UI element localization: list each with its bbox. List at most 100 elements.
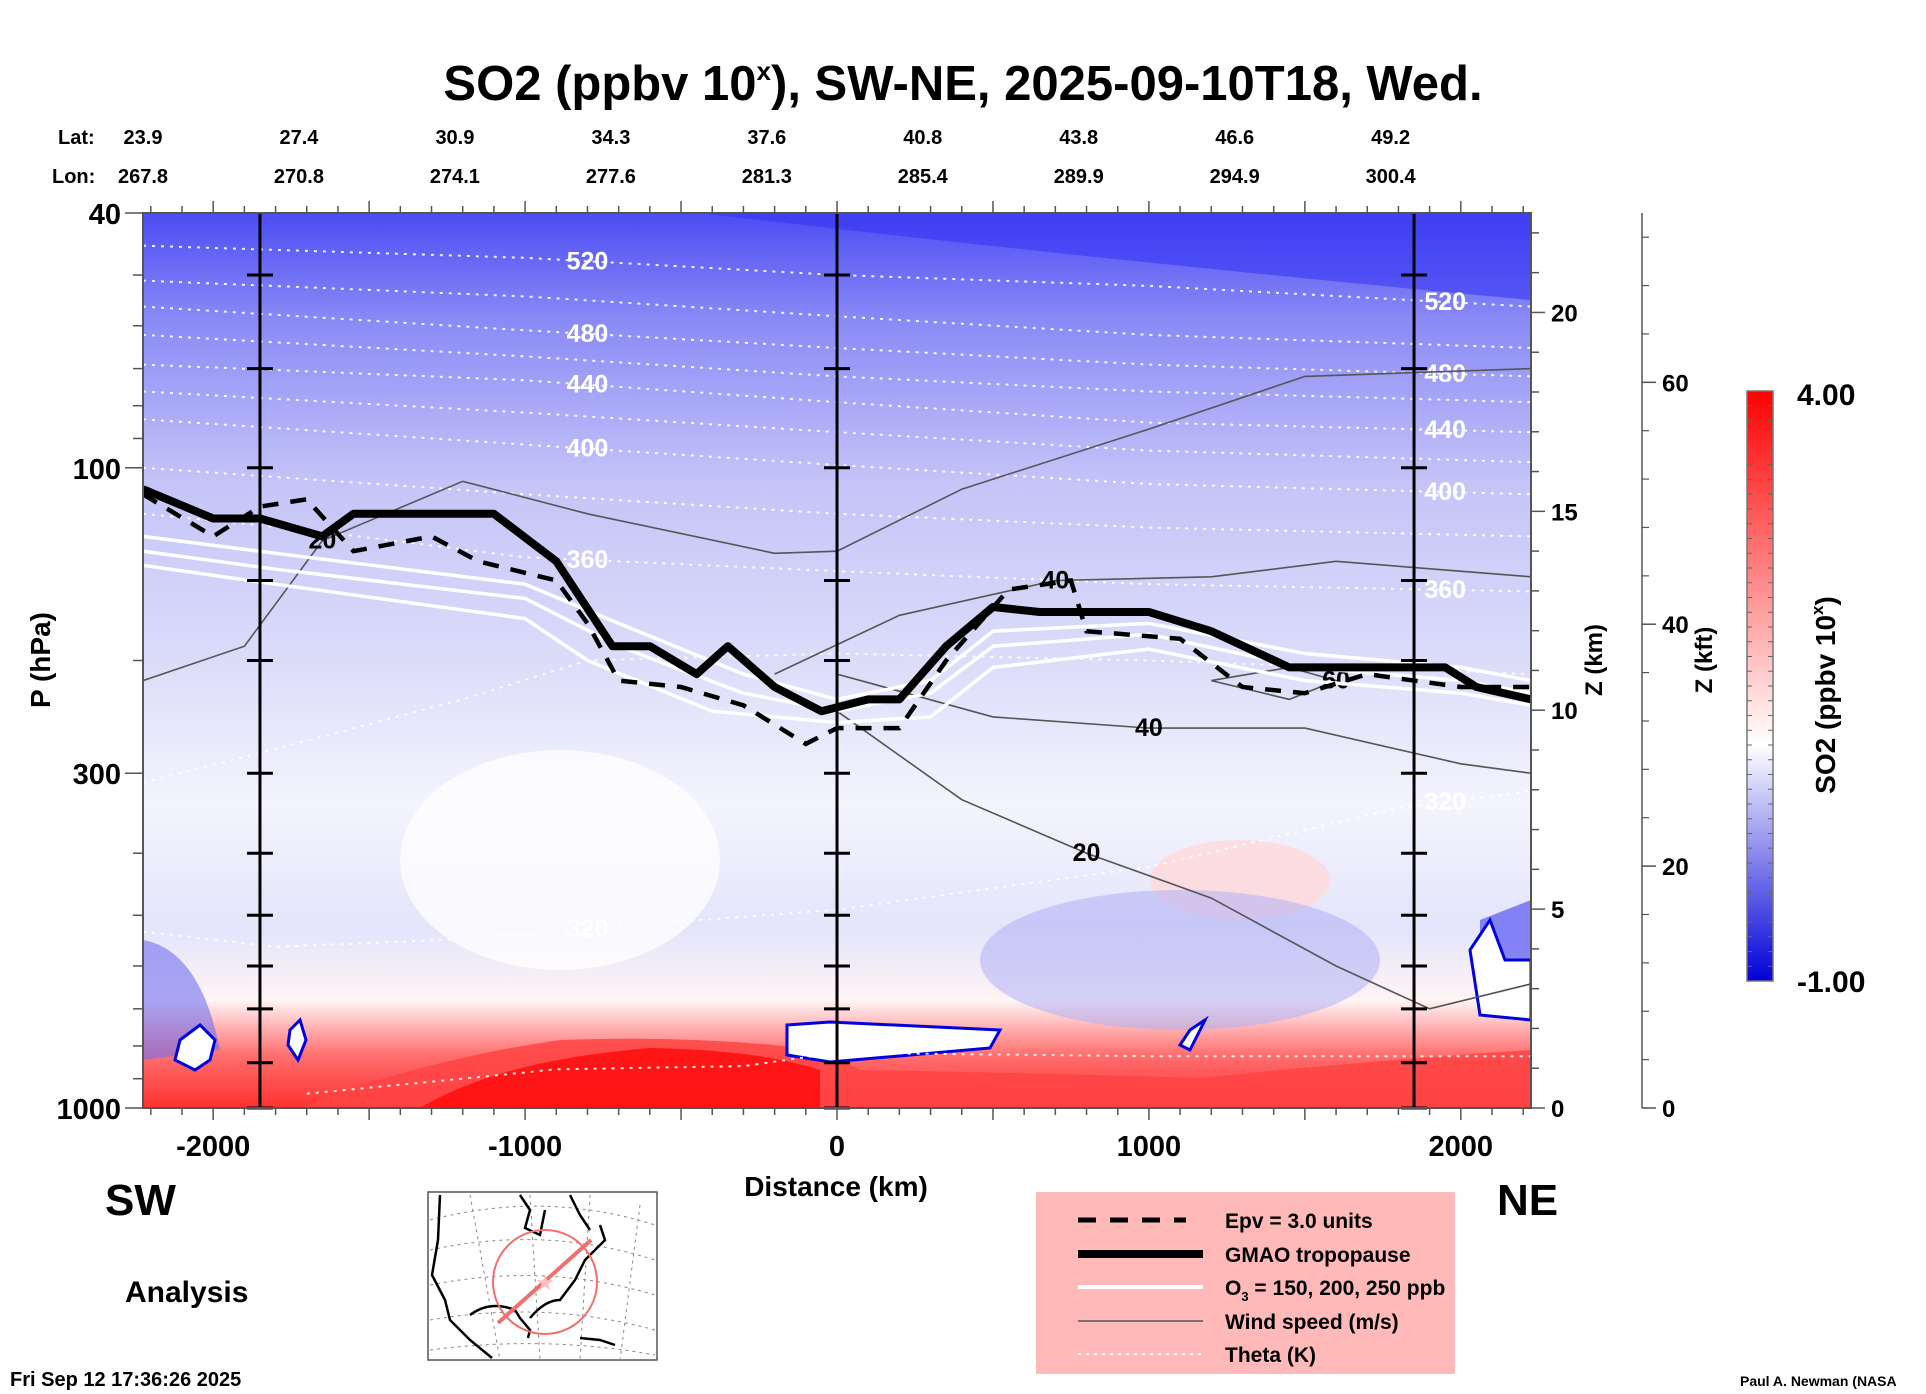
latitude-label: 34.3 (591, 127, 630, 149)
vertical-markers (246, 213, 1428, 1110)
z-kft-tick-label: 60 (1662, 370, 1689, 397)
y-tick-label: 1000 (56, 1094, 121, 1126)
longitude-label: 294.9 (1210, 166, 1260, 188)
latitude-label: 43.8 (1059, 127, 1098, 149)
x-tick-label: -2000 (176, 1131, 250, 1163)
missing-region (286, 1017, 308, 1064)
sw-direction-label: SW (105, 1176, 176, 1225)
theta-label: 440 (567, 371, 609, 399)
wind-speed-contour-40 (836, 673, 1531, 774)
inset-map: ★ (427, 1191, 658, 1361)
x-axis: -2000 -1000 0 1000 2000 (150, 201, 1524, 1163)
so2-features (143, 213, 1531, 1108)
longitude-label: 277.6 (586, 166, 636, 188)
wind-speed-label: 20 (1073, 839, 1101, 867)
latitude-label: 30.9 (435, 127, 474, 149)
theta-label: 320 (1424, 788, 1466, 816)
theta-label: 520 (1424, 288, 1466, 316)
tropopause-line (143, 485, 1531, 716)
z-kft-tick-label: 0 (1662, 1096, 1675, 1123)
lat-lon-labels: 23.9 267.8 27.4 270.8 30.9 274.1 34.3 277.6 37.6… (118, 127, 1417, 188)
so2-negative-patch (980, 890, 1380, 1030)
legend-label-epv: Epv = 3.0 units (1225, 1210, 1373, 1233)
x-axis-label: Distance (km) (744, 1171, 928, 1202)
wind-speed-label: 40 (1041, 567, 1069, 595)
theta-label: 400 (567, 435, 609, 463)
colorbar-min-label: -1.00 (1797, 966, 1865, 999)
z-km-axis-label: Z (km) (1581, 624, 1608, 696)
y-axis-z-km: 0 5 10 15 20 (1531, 232, 1578, 1123)
legend-label-tropopause: GMAO tropopause (1225, 1244, 1411, 1267)
wind-speed-contour-40 (774, 560, 1531, 675)
legend-box (1036, 1192, 1455, 1374)
inset-range-circle (492, 1229, 598, 1335)
credit-text: Paul A. Newman (NASA (1740, 1373, 1897, 1389)
theta-label: 360 (1424, 576, 1466, 604)
longitude-label: 267.8 (118, 166, 168, 188)
plot-area: 520 520 480 480 440 440 400 400 360 360 320 320 20 40… (142, 212, 1532, 1110)
z-km-tick-label: 15 (1551, 499, 1578, 526)
colorbar-max-label: 4.00 (1797, 379, 1855, 412)
y-axis-label: P (hPa) (25, 612, 56, 708)
wind-speed-label: 40 (1135, 714, 1163, 742)
missing-region (173, 1023, 217, 1072)
z-kft-tick-label: 40 (1662, 612, 1689, 639)
latitude-label: 46.6 (1215, 127, 1254, 149)
o3-contour-250 (143, 534, 1531, 702)
longitude-label: 289.9 (1054, 166, 1104, 188)
latitude-label: 37.6 (747, 127, 786, 149)
longitude-label: 270.8 (274, 166, 324, 188)
longitude-label: 274.1 (430, 166, 480, 188)
so2-boundary-layer-peak (420, 1048, 820, 1108)
y-axis-pressure: 40 100 300 1000 (56, 199, 143, 1126)
ne-direction-label: NE (1497, 1176, 1558, 1225)
theta-label: 400 (1424, 478, 1466, 506)
colorbar: 4.00 -1.00 SO2 (ppbv 10x) (1746, 379, 1865, 999)
so2-stratosphere-low (700, 213, 1531, 300)
inset-graticule (429, 1194, 656, 1361)
wind-speed-contour-20 (836, 710, 1531, 1010)
legend-label-theta: Theta (K) (1225, 1344, 1316, 1367)
theta-label: 360 (567, 546, 609, 574)
lon-row-label: Lon: (52, 166, 95, 188)
latitude-label: 49.2 (1371, 127, 1410, 149)
contour-layers: 520 520 480 480 440 440 400 400 360 360 320 320 20 40… (143, 244, 1531, 1095)
o3-contour-150 (143, 563, 1531, 725)
z-kft-axis-label: Z (kft) (1691, 627, 1718, 694)
theta-label: 480 (567, 320, 609, 348)
z-km-tick-label: 0 (1551, 1096, 1564, 1123)
missing-region (785, 1020, 1003, 1064)
legend-label-o3: O3 = 150, 200, 250 ppb (1225, 1277, 1445, 1304)
y-tick-label: 40 (89, 199, 121, 231)
wind-speed-contour-20 (143, 367, 1531, 682)
chart-title: SO2 (ppbv 10x), SW-NE, 2025-09-10T18, We… (443, 56, 1482, 111)
theta-label: 480 (1424, 360, 1466, 388)
z-kft-tick-label: 20 (1662, 854, 1689, 881)
latitude-label: 27.4 (279, 127, 319, 149)
y-tick-label: 300 (73, 759, 121, 791)
theta-contour-320 (143, 790, 1531, 948)
x-tick-label: 1000 (1117, 1131, 1182, 1163)
analysis-label: Analysis (125, 1276, 248, 1309)
z-km-tick-label: 10 (1551, 698, 1578, 725)
longitude-label: 281.3 (742, 166, 792, 188)
theta-label: 520 (567, 247, 609, 275)
legend: Epv = 3.0 units GMAO tropopause O3 = 150… (1036, 1192, 1455, 1374)
z-km-tick-label: 20 (1551, 300, 1578, 327)
y-tick-label: 100 (73, 454, 121, 486)
lat-row-label: Lat: (58, 127, 95, 149)
y-axis-z-kft: 0 20 40 60 (1641, 213, 1689, 1123)
colorbar-ticks (1747, 405, 1773, 967)
inset-center-star-icon: ★ (535, 1270, 555, 1295)
inset-section-line (496, 1238, 593, 1325)
x-tick-label: 0 (829, 1131, 845, 1163)
theta-label: 440 (1424, 416, 1466, 444)
theta-label: 320 (567, 915, 609, 943)
missing-region (1177, 1015, 1209, 1053)
timestamp: Fri Sep 12 17:36:26 2025 (10, 1369, 241, 1391)
latitude-label: 40.8 (903, 127, 942, 149)
x-tick-label: -1000 (488, 1131, 562, 1163)
longitude-label: 285.4 (898, 166, 949, 188)
longitude-label: 300.4 (1366, 166, 1417, 188)
